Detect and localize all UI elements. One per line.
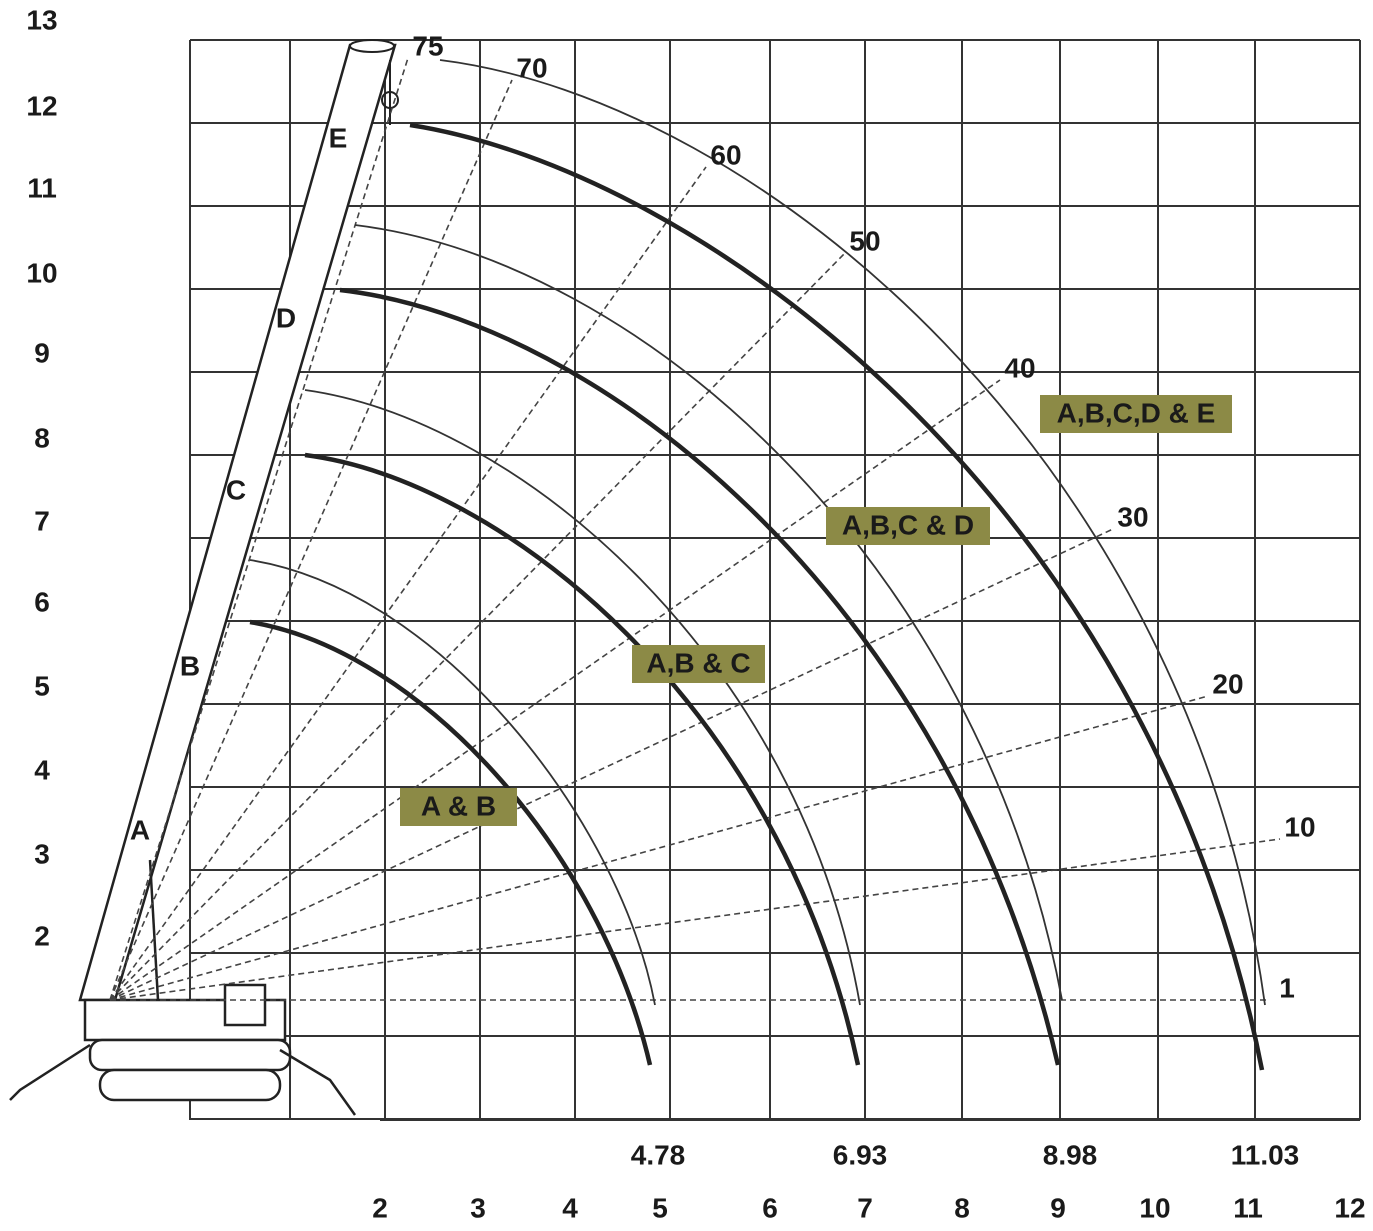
boom-section-label: E <box>329 122 348 153</box>
boom-outline <box>78 43 397 1002</box>
track <box>88 1038 292 1072</box>
y-axis-label: 9 <box>34 337 50 368</box>
section-label: A,B,C,D & E <box>1057 397 1216 428</box>
angle-ray <box>109 528 1114 1001</box>
angle-ray <box>109 79 513 1001</box>
crane-body <box>9 859 357 1116</box>
load-curve <box>304 452 861 1066</box>
angle-label: 10 <box>1284 811 1315 842</box>
y-axis-label: 6 <box>34 586 50 617</box>
x-axis-label: 6 <box>762 1192 778 1223</box>
x-axis-label: 9 <box>1050 1192 1066 1223</box>
angle-ray <box>109 57 409 1001</box>
y-axis-label: 2 <box>34 920 50 951</box>
x-axis-label: 5 <box>652 1192 668 1223</box>
radius-label: 11.03 <box>1231 1139 1300 1170</box>
x-axis-label: 4 <box>562 1192 578 1223</box>
angle-label: 30 <box>1117 501 1148 532</box>
angle-label: 1 <box>1279 972 1295 1003</box>
x-axis-label: 2 <box>372 1192 388 1223</box>
angle-ray <box>109 166 707 1001</box>
y-axis-label: 11 <box>27 172 57 203</box>
load-curves <box>109 57 1281 1071</box>
angle-ray <box>109 838 1281 1001</box>
angle-label: 20 <box>1212 668 1243 699</box>
radius-label: 4.78 <box>631 1139 686 1170</box>
boom-tip <box>349 39 395 53</box>
angle-label: 50 <box>849 225 880 256</box>
section-box <box>826 507 990 545</box>
limit-curve <box>249 559 656 1006</box>
section-box <box>400 788 517 826</box>
angle-label: 40 <box>1004 352 1035 383</box>
x-axis-label: 11 <box>1233 1192 1263 1223</box>
y-axis-label: 12 <box>26 90 57 121</box>
y-axis-label: 7 <box>34 505 50 536</box>
boom-section-label: A <box>130 814 150 845</box>
cylinder <box>148 859 160 1001</box>
angle-ray <box>109 252 846 1001</box>
x-axis-label: 8 <box>954 1192 970 1223</box>
outrigger-right <box>279 1048 357 1116</box>
boom <box>78 39 399 1002</box>
hook <box>381 91 399 109</box>
limit-curve <box>304 389 861 1006</box>
outrigger-left <box>9 1043 91 1101</box>
grid <box>189 39 1361 1121</box>
load-curve <box>409 122 1265 1071</box>
angle-label: 70 <box>516 52 547 83</box>
cab <box>223 983 267 1027</box>
section-box <box>1040 395 1232 433</box>
section-label: A & B <box>421 790 496 821</box>
angle-ray <box>109 379 1001 1001</box>
load-curve <box>249 619 653 1066</box>
y-axis-label: 5 <box>34 670 50 701</box>
angle-label: 60 <box>710 139 741 170</box>
x-axis-label: 10 <box>1139 1192 1170 1223</box>
section-box <box>632 645 765 683</box>
track-lower <box>98 1068 282 1102</box>
y-axis-label: 10 <box>26 257 57 288</box>
y-axis-label: 3 <box>34 838 50 869</box>
section-label: A,B & C <box>646 647 750 678</box>
angle-ray <box>109 695 1209 1001</box>
x-axis-label: 7 <box>857 1192 873 1223</box>
boom-section-label: C <box>226 474 246 505</box>
x-axis-label: 3 <box>470 1192 486 1223</box>
boom-section-label: B <box>180 650 200 681</box>
limit-curve <box>439 59 1266 1006</box>
x-axis-label: 12 <box>1334 1192 1365 1223</box>
limit-curve <box>354 224 1063 1001</box>
radius-label: 6.93 <box>833 1139 888 1170</box>
radius-label: 8.98 <box>1043 1139 1098 1170</box>
load-curve <box>339 287 1061 1066</box>
section-label: A,B,C & D <box>842 509 974 540</box>
y-axis-label: 4 <box>34 754 50 785</box>
angle-label: 75 <box>412 30 443 61</box>
y-axis-label: 8 <box>34 422 50 453</box>
y-axis-label: 13 <box>26 4 57 35</box>
boom-section-label: D <box>276 302 296 333</box>
